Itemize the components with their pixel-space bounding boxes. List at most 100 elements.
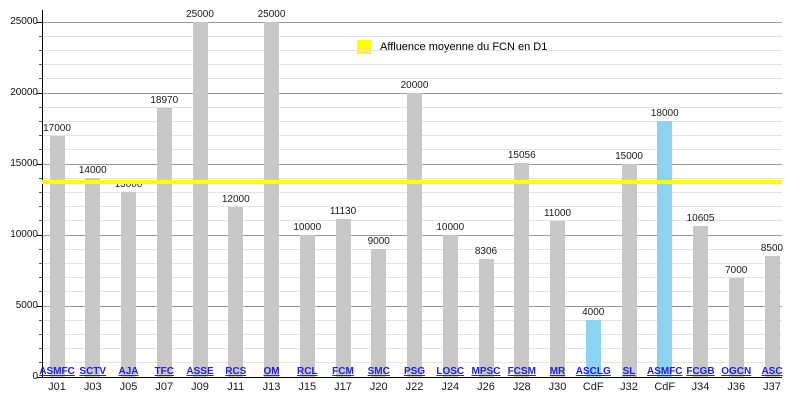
journee-label-CdF: CdF [654, 381, 676, 393]
y-axis-tick [39, 319, 42, 321]
bar-J26-MPSC [478, 259, 494, 377]
bar-value-label: 15000 [615, 151, 643, 162]
bar-value-label: 10000 [293, 222, 322, 233]
team-link-SMC[interactable]: SMC [367, 366, 390, 377]
bar-value-label: 8306 [474, 246, 498, 258]
bar-value-label: 11000 [543, 207, 572, 219]
bar-J17-FCM [335, 218, 351, 377]
y-axis-tick [39, 248, 42, 250]
team-link-ASCLG[interactable]: ASCLG [575, 366, 611, 377]
bar-J37-ASC [764, 256, 780, 377]
y-axis-tick [39, 106, 42, 108]
team-link-LOSC[interactable]: LOSC [436, 366, 465, 377]
gridline [43, 21, 782, 23]
y-axis-label: 5000 [15, 300, 38, 311]
team-link-TFC[interactable]: TFC [154, 366, 174, 377]
y-axis-tick [39, 120, 42, 122]
gridline [43, 64, 782, 66]
y-axis-tick [39, 291, 42, 293]
journee-label-J11: J11 [227, 381, 245, 393]
team-link-OM[interactable]: OM [263, 366, 280, 377]
y-axis-tick [39, 64, 42, 66]
team-link-ASMFC[interactable]: ASMFC [646, 366, 683, 377]
y-axis-tick [39, 220, 42, 222]
team-link-ASMFC[interactable]: ASMFC [39, 366, 75, 377]
bar-J22-PSG [407, 93, 422, 377]
y-axis-tick [37, 92, 42, 94]
bar-J05-AJA [121, 192, 136, 377]
y-axis-tick [39, 35, 42, 37]
bar-J15-RCL [299, 235, 315, 377]
bar-value-label: 13000 [114, 179, 143, 191]
journee-label-J03: J03 [83, 381, 102, 393]
bar-J07-TFC [156, 107, 172, 377]
y-axis-tick [39, 191, 42, 193]
team-link-SL[interactable]: SL [622, 366, 636, 377]
bar-value-label: 11130 [329, 205, 357, 217]
bar-J34-FCGB [693, 226, 708, 377]
team-link-RCS[interactable]: RCS [225, 366, 247, 377]
legend: Affluence moyenne du FCN en D1 [357, 40, 547, 54]
journee-label-J32: J32 [620, 381, 638, 393]
bar-J24-LOSC [442, 235, 458, 377]
bar-J20-SMC [371, 249, 387, 377]
bar-value-label: 14000 [78, 165, 107, 177]
y-axis-tick [39, 362, 42, 364]
y-axis-tick [39, 333, 42, 335]
journee-label-J37: J37 [763, 381, 781, 393]
y-axis-line [42, 10, 43, 378]
bar-J36-OGCN [728, 277, 744, 377]
team-link-ASSE[interactable]: ASSE [186, 366, 214, 377]
bar-CdF-ASMFC [657, 121, 673, 377]
team-link-RCL[interactable]: RCL [296, 366, 318, 377]
journee-label-J01: J01 [48, 381, 66, 393]
journee-label-J09: J09 [191, 381, 209, 393]
bar-value-label: 20000 [400, 80, 429, 91]
journee-label-J15: J15 [298, 381, 317, 393]
y-axis-tick [39, 49, 42, 51]
average-line [42, 180, 782, 185]
y-axis-tick [39, 262, 42, 264]
y-axis-tick [37, 305, 42, 307]
journee-label-J20: J20 [369, 381, 388, 393]
team-link-FCGB[interactable]: FCGB [686, 366, 715, 377]
team-link-MR[interactable]: MR [549, 366, 566, 377]
bar-J30-MR [550, 220, 565, 377]
legend-label: Affluence moyenne du FCN en D1 [380, 41, 548, 53]
journee-label-J05: J05 [119, 381, 138, 393]
y-axis-tick [39, 78, 42, 80]
team-link-MPSC[interactable]: MPSC [471, 366, 501, 377]
bar-value-label: 25000 [186, 9, 214, 20]
team-link-FCSM[interactable]: FCSM [507, 366, 536, 377]
y-axis-label: 0 [32, 371, 38, 382]
y-axis-label: 20000 [10, 87, 38, 98]
journee-label-J17: J17 [334, 381, 352, 393]
y-axis-tick [39, 277, 42, 279]
team-link-AJA[interactable]: AJA [118, 366, 139, 377]
journee-label-J07: J07 [155, 381, 174, 393]
y-axis-tick [39, 149, 42, 151]
y-axis-tick [39, 348, 42, 350]
team-link-SCTV[interactable]: SCTV [79, 366, 107, 377]
journee-label-J24: J24 [441, 381, 460, 393]
y-axis-label: 25000 [10, 16, 38, 27]
y-axis-tick [37, 21, 42, 23]
bar-J28-FCSM [514, 163, 530, 377]
bar-value-label: 9000 [367, 236, 390, 248]
y-axis-tick [37, 163, 42, 165]
bar-value-label: 8500 [760, 243, 784, 255]
gridline [43, 78, 782, 80]
bar-value-label: 12000 [221, 193, 250, 205]
journee-label-J26: J26 [477, 381, 495, 393]
bar-value-label: 7000 [725, 264, 748, 276]
team-link-ASC[interactable]: ASC [761, 366, 783, 377]
team-link-FCM[interactable]: FCM [332, 366, 354, 377]
y-axis-label: 15000 [10, 158, 38, 169]
bar-CdF-ASCLG [585, 320, 601, 377]
bar-value-label: 10605 [686, 213, 715, 225]
team-link-OGCN[interactable]: OGCN [721, 366, 752, 377]
y-axis-tick [37, 376, 42, 378]
journee-label-CdF: CdF [582, 381, 604, 393]
journee-label-J36: J36 [727, 381, 746, 393]
team-link-PSG[interactable]: PSG [403, 366, 426, 377]
